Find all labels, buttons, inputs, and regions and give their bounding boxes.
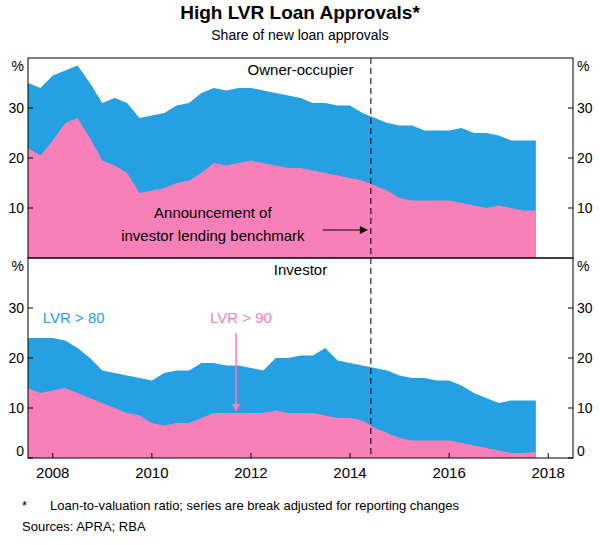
x-tick-label: 2018 bbox=[532, 464, 565, 481]
y-tick-label: 30 bbox=[577, 300, 593, 316]
tick bbox=[28, 408, 33, 409]
area bbox=[28, 118, 536, 258]
area bbox=[28, 338, 536, 458]
tick bbox=[568, 208, 573, 209]
label-arrow bbox=[235, 333, 237, 405]
plot-area bbox=[28, 66, 536, 259]
y-unit: % bbox=[12, 258, 24, 274]
annotation: investor lending benchmark bbox=[121, 227, 305, 244]
x-tick-label: 2012 bbox=[234, 464, 267, 481]
tick bbox=[28, 458, 33, 459]
tick bbox=[568, 408, 573, 409]
panel-title: Owner-occupier bbox=[248, 61, 354, 78]
tick bbox=[250, 453, 251, 458]
sources: Sources: APRA; RBA bbox=[22, 519, 146, 534]
tick bbox=[350, 453, 351, 458]
panel-title: Investor bbox=[274, 261, 327, 278]
chart: High LVR Loan Approvals* Share of new loa… bbox=[0, 0, 600, 545]
y-tick-label: 30 bbox=[8, 300, 24, 316]
annotation: Announcement of bbox=[154, 204, 272, 221]
y-tick-label: 10 bbox=[577, 200, 593, 216]
plot-area bbox=[28, 338, 536, 458]
y-tick-label: 0 bbox=[577, 443, 585, 459]
tick bbox=[28, 308, 33, 309]
announcement-line bbox=[370, 58, 371, 458]
x-tick-label: 2010 bbox=[135, 464, 168, 481]
x-tick-label: 2008 bbox=[36, 464, 69, 481]
tick bbox=[151, 453, 152, 458]
area bbox=[28, 388, 536, 458]
y-tick-label: 10 bbox=[8, 400, 24, 416]
frame bbox=[28, 58, 573, 258]
tick bbox=[28, 358, 33, 359]
y-tick-label: 30 bbox=[8, 100, 24, 116]
y-tick-label: 20 bbox=[577, 350, 593, 366]
y-tick-label: 0 bbox=[16, 443, 24, 459]
subtitle: Share of new loan approvals bbox=[211, 27, 388, 43]
tick bbox=[568, 108, 573, 109]
tick bbox=[449, 453, 450, 458]
y-tick-label: 30 bbox=[577, 100, 593, 116]
tick bbox=[548, 453, 549, 458]
x-tick-label: 2016 bbox=[432, 464, 465, 481]
y-tick-label: 20 bbox=[8, 150, 24, 166]
annotation-arrow bbox=[323, 229, 361, 230]
label-arrow-head bbox=[232, 404, 240, 412]
tick bbox=[28, 208, 33, 209]
y-unit: % bbox=[577, 258, 589, 274]
y-tick-label: 10 bbox=[577, 400, 593, 416]
tick bbox=[28, 108, 33, 109]
y-unit: % bbox=[577, 58, 589, 74]
frame bbox=[28, 258, 573, 458]
y-tick-label: 10 bbox=[8, 200, 24, 216]
y-unit: % bbox=[12, 58, 24, 74]
series-label: LVR > 80 bbox=[43, 309, 105, 326]
x-tick-label: 2014 bbox=[333, 464, 366, 481]
annotation-arrow-head bbox=[360, 226, 368, 234]
tick bbox=[28, 158, 33, 159]
page: {"title": "High LVR Loan Approvals*", "s… bbox=[0, 0, 600, 545]
tick bbox=[568, 308, 573, 309]
y-tick-label: 20 bbox=[8, 350, 24, 366]
tick bbox=[568, 358, 573, 359]
y-tick-label: 20 bbox=[577, 150, 593, 166]
title: High LVR Loan Approvals* bbox=[180, 2, 420, 23]
footnote: Loan-to-valuation ratio; series are brea… bbox=[50, 498, 460, 513]
tick bbox=[568, 158, 573, 159]
area bbox=[28, 66, 536, 259]
footnote-marker: * bbox=[22, 498, 27, 513]
tick bbox=[568, 458, 573, 459]
series-label: LVR > 90 bbox=[210, 309, 272, 326]
tick bbox=[52, 453, 53, 458]
